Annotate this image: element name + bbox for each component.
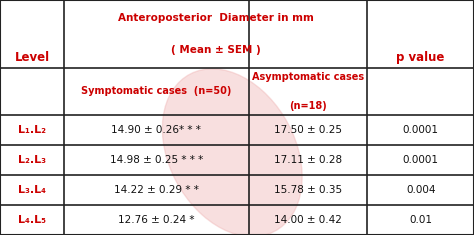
Text: L₁.L₂: L₁.L₂ — [18, 125, 46, 135]
Text: L₂.L₃: L₂.L₃ — [18, 155, 46, 165]
Text: 0.0001: 0.0001 — [403, 125, 438, 135]
Text: 0.01: 0.01 — [409, 215, 432, 225]
Text: 0.004: 0.004 — [406, 185, 436, 195]
Text: 14.98 ± 0.25 * * *: 14.98 ± 0.25 * * * — [110, 155, 203, 165]
Text: 17.50 ± 0.25: 17.50 ± 0.25 — [274, 125, 342, 135]
Text: Asymptomatic cases: Asymptomatic cases — [252, 72, 364, 82]
Text: 14.22 ± 0.29 * *: 14.22 ± 0.29 * * — [114, 185, 199, 195]
Text: L₃.L₄: L₃.L₄ — [18, 185, 46, 195]
Text: 14.90 ± 0.26* * *: 14.90 ± 0.26* * * — [111, 125, 201, 135]
Text: Anteroposterior  Diameter in mm: Anteroposterior Diameter in mm — [118, 12, 314, 23]
Text: (n=18): (n=18) — [289, 101, 327, 111]
Ellipse shape — [163, 69, 302, 235]
Text: 0.0001: 0.0001 — [403, 155, 438, 165]
Text: 14.00 ± 0.42: 14.00 ± 0.42 — [274, 215, 342, 225]
Text: ( Mean ± SEM ): ( Mean ± SEM ) — [171, 45, 261, 55]
Text: p value: p value — [396, 51, 445, 64]
Text: 17.11 ± 0.28: 17.11 ± 0.28 — [274, 155, 342, 165]
Text: 12.76 ± 0.24 *: 12.76 ± 0.24 * — [118, 215, 195, 225]
Text: 15.78 ± 0.35: 15.78 ± 0.35 — [274, 185, 342, 195]
Text: L₄.L₅: L₄.L₅ — [18, 215, 46, 225]
Text: Symptomatic cases  (n=50): Symptomatic cases (n=50) — [81, 86, 232, 97]
Text: Level: Level — [14, 51, 50, 64]
